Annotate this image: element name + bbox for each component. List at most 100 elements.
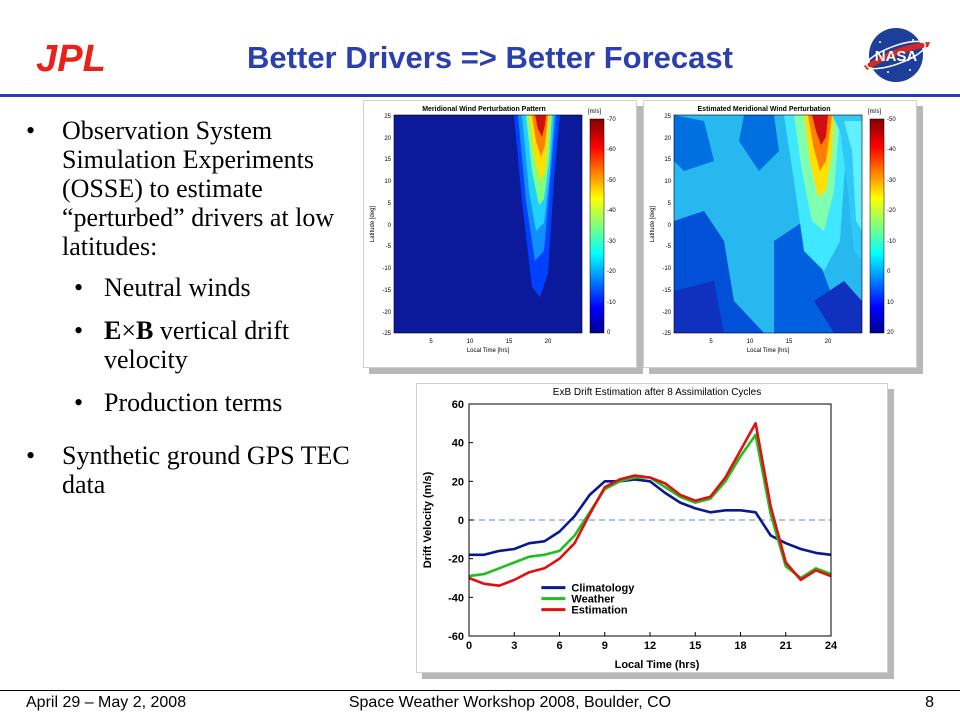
nasa-logo-text: NASA [875, 48, 918, 65]
svg-text:10: 10 [467, 339, 474, 345]
y-tick-label: -40 [448, 592, 464, 604]
heatmap-estimated-colorbar-label: [m/s] [868, 109, 881, 115]
heatmap-estimated-field [674, 115, 862, 333]
x-tick-label: 3 [511, 640, 517, 652]
svg-text:0: 0 [887, 269, 891, 275]
series-line-climatology [469, 478, 832, 557]
drift-chart: ExB Drift Estimation after 8 Assimilatio… [422, 387, 838, 671]
svg-text:10: 10 [887, 300, 894, 306]
x-tick-label: 6 [556, 640, 562, 652]
heatmap-true-title: Meridional Wind Perturbation Pattern [422, 106, 546, 113]
x-tick-label: 18 [734, 640, 746, 652]
bullet-dot: • [74, 388, 84, 417]
svg-text:15: 15 [664, 157, 671, 163]
sub-bullet-production-text: Production terms [104, 388, 283, 417]
svg-text:5: 5 [668, 201, 672, 207]
heatmap-true-ylabel: Latitude [deg] [370, 205, 376, 242]
svg-text:-20: -20 [382, 310, 391, 316]
bullet-dot: • [74, 273, 84, 302]
svg-text:20: 20 [545, 339, 552, 345]
y-tick-label: 0 [458, 515, 464, 527]
heatmap-true-colorbar-ticks: -70 -60 -50 -40 -30 -20 -10 0 [607, 117, 616, 336]
sub-bullet-exb-text: vertical drift velocity [104, 316, 290, 374]
heatmap-true-colorbar [589, 118, 605, 334]
svg-text:-25: -25 [662, 331, 671, 337]
legend-label-estimation: Estimation [571, 605, 628, 617]
footer-event: Space Weather Workshop 2008, Boulder, CO [348, 694, 672, 711]
svg-text:-10: -10 [662, 266, 671, 272]
bullet-gps-tec-text: Synthetic ground GPS TEC data [62, 441, 350, 499]
svg-text:-5: -5 [386, 244, 392, 250]
y-tick-label: 40 [452, 438, 464, 450]
svg-text:15: 15 [506, 339, 513, 345]
heatmap-true-xlabel: Local Time [hrs] [467, 348, 510, 354]
bullet-osse-text: Observation System Simulation Experiment… [62, 116, 335, 261]
heatmap-true: Meridional Wind Perturbation Pattern [370, 106, 616, 354]
x-tick-label: 0 [466, 640, 472, 652]
svg-text:-40: -40 [607, 208, 616, 214]
svg-text:10: 10 [664, 179, 671, 185]
x-tick-label: 24 [825, 640, 838, 652]
heatmap-true-y-ticks: 25 20 15 10 5 0 -5 -10 -15 -20 -25 [382, 114, 391, 337]
svg-text:25: 25 [384, 114, 391, 120]
sub-bullet-neutral-winds-text: Neutral winds [104, 273, 251, 302]
exb-e: E [104, 316, 122, 345]
heatmap-estimated-xlabel: Local Time [hrs] [747, 348, 790, 354]
heatmap-estimated-x-ticks: 5 10 15 20 [709, 339, 832, 345]
heatmap-true-colorbar-label: [m/s] [588, 109, 601, 115]
heatmap-estimated-colorbar-ticks: -50 -40 -30 -20 -10 0 10 20 [887, 117, 896, 336]
slide-title: Better Drivers => Better Forecast [247, 40, 733, 75]
svg-text:-15: -15 [382, 288, 391, 294]
svg-text:-20: -20 [887, 208, 896, 214]
svg-text:-15: -15 [662, 288, 671, 294]
svg-text:-70: -70 [607, 117, 616, 123]
series-line-estimation [468, 421, 832, 587]
heatmap-panel-estimated: Estimated Meridional Wind Perturbation 2… [643, 100, 917, 368]
y-tick-label: 20 [452, 476, 464, 488]
bullet-osse: • Observation System Simulation Experimen… [24, 116, 354, 261]
nasa-logo: NASA [864, 28, 930, 82]
svg-text:0: 0 [388, 223, 392, 229]
bullet-list: • Observation System Simulation Experimen… [24, 116, 354, 511]
drift-chart-ylabel: Drift Velocity (m/s) [422, 471, 434, 568]
svg-text:15: 15 [384, 157, 391, 163]
svg-text:-40: -40 [887, 147, 896, 153]
svg-text:-30: -30 [887, 178, 896, 184]
sub-bullet-exb-drift: • E×B vertical drift velocity [24, 316, 354, 374]
footer-divider [0, 690, 960, 691]
svg-text:20: 20 [825, 339, 832, 345]
svg-text:-20: -20 [662, 310, 671, 316]
svg-text:-50: -50 [887, 117, 896, 123]
x-tick-label: 21 [780, 640, 792, 652]
x-tick-label: 9 [602, 640, 608, 652]
svg-text:-30: -30 [607, 239, 616, 245]
svg-text:-50: -50 [607, 178, 616, 184]
y-tick-label: -20 [448, 554, 464, 566]
legend-label-weather: Weather [571, 594, 615, 606]
bullet-dot: • [26, 441, 36, 470]
x-tick-label: 12 [644, 640, 656, 652]
svg-text:10: 10 [384, 179, 391, 185]
heatmap-estimated-title: Estimated Meridional Wind Perturbation [698, 106, 831, 113]
svg-text:-25: -25 [382, 331, 391, 337]
drift-chart-panel: ExB Drift Estimation after 8 Assimilatio… [416, 383, 888, 673]
svg-text:0: 0 [668, 223, 672, 229]
footer-date: April 29 – May 2, 2008 [26, 694, 187, 711]
svg-text:10: 10 [747, 339, 754, 345]
sub-bullet-neutral-winds: • Neutral winds [24, 273, 354, 302]
bullet-dot: • [26, 116, 36, 145]
svg-text:-10: -10 [382, 266, 391, 272]
svg-text:15: 15 [786, 339, 793, 345]
y-tick-label: 60 [452, 399, 464, 411]
heatmap-estimated-ylabel: Latitude [deg] [650, 205, 656, 242]
heatmap-estimated-colorbar [869, 118, 885, 334]
svg-text:20: 20 [887, 330, 894, 336]
svg-text:5: 5 [429, 339, 433, 345]
heatmap-true-x-ticks: 5 10 15 20 [429, 339, 552, 345]
svg-text:20: 20 [384, 136, 391, 142]
svg-text:-10: -10 [887, 239, 896, 245]
legend-label-climatology: Climatology [571, 583, 635, 595]
title-divider [0, 94, 960, 97]
x-tick-label: 15 [689, 640, 701, 652]
